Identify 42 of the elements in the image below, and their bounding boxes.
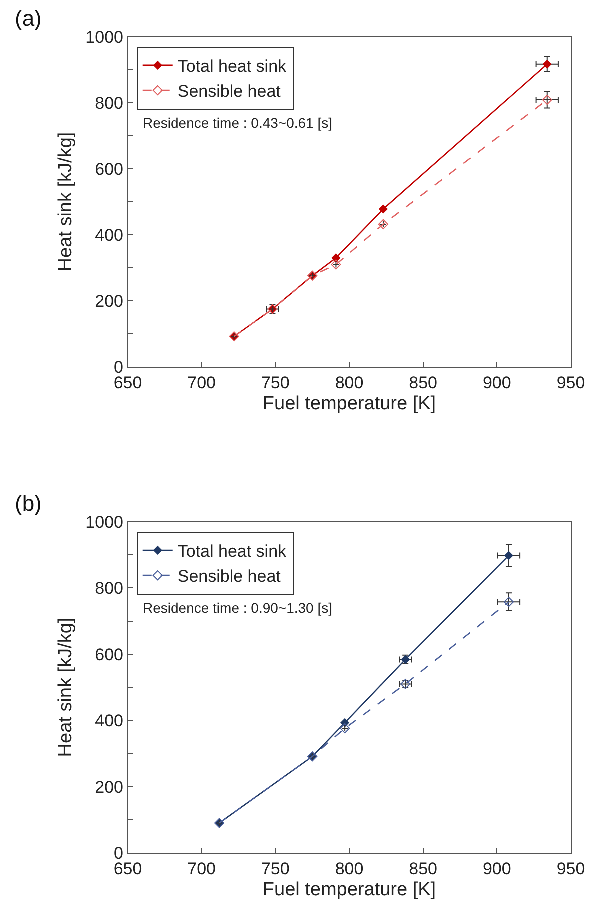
point [504,551,514,560]
point [331,260,342,270]
x-tick-label: 900 [482,860,512,878]
legend-label: Sensible heat [178,82,282,102]
x-axis-title: Fuel temperature [K] [262,393,436,414]
x-tick-label: 950 [556,374,586,392]
point [378,204,388,214]
y-tick-label: 800 [95,579,124,598]
y-tick-label: 600 [95,645,124,664]
point [542,60,552,69]
y-tick-label: 1000 [86,512,124,532]
x-tick-label: 750 [261,374,290,392]
annotation: Residence time : 0.43~0.61 [s] [143,115,332,131]
x-tick-label: 850 [409,860,438,878]
text: (a) [15,6,42,31]
point [378,219,389,230]
legend-label: Total heat sink [178,57,288,76]
legend-label: Total heat sink [178,542,288,562]
x-tick-label: 700 [188,860,216,878]
y-tick-label: 200 [95,292,124,311]
y-tick-label: 800 [95,94,124,113]
x-tick-label: 750 [261,860,290,878]
x-tick-label: 800 [335,860,364,878]
y-tick-label: 400 [95,226,124,245]
x-tick-label: 800 [335,374,364,392]
x-axis-title: Fuel temperature [K] [262,879,436,900]
y-axis-title: Heat sink [kJ/kg] [56,132,77,272]
legend-label: Sensible heat [178,567,282,586]
point [542,94,552,106]
x-tick-label: 850 [409,374,438,392]
y-tick-label: 200 [95,778,124,797]
point [340,723,350,734]
point [504,597,514,608]
x-tick-label: 900 [482,374,512,392]
y-axis-title: Heat sink [kJ/kg] [56,618,77,758]
annotation: Residence time : 0.90~1.30 [s] [143,600,332,616]
y-tick-label: 600 [95,160,124,179]
text: (b) [15,491,42,516]
y-tick-label: 1000 [86,28,124,47]
x-tick-label: 700 [188,374,216,392]
y-tick-label: 400 [95,712,124,731]
x-tick-label: 950 [556,860,586,878]
